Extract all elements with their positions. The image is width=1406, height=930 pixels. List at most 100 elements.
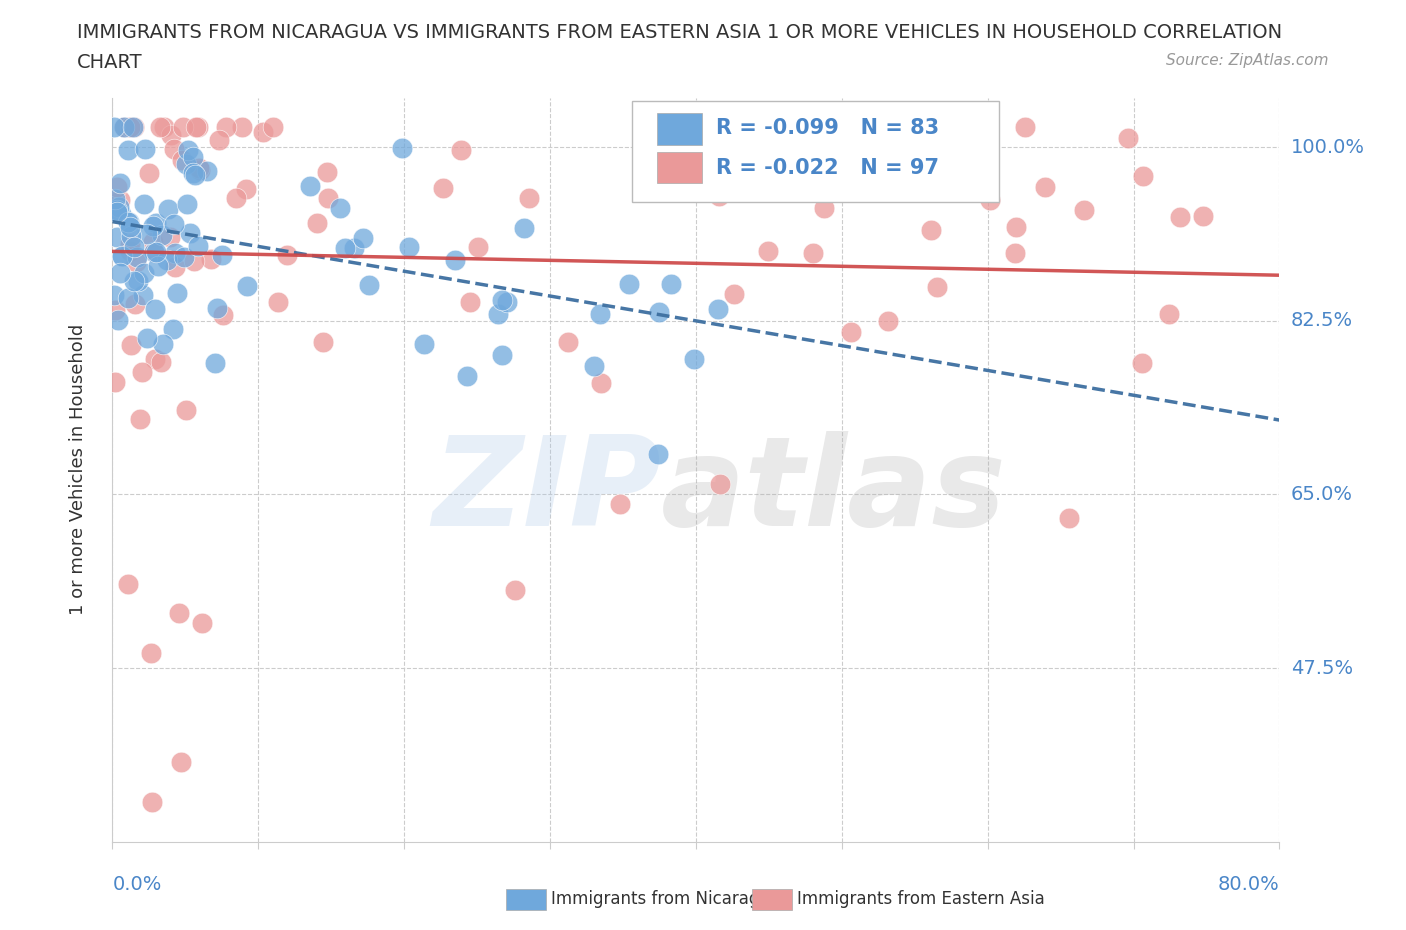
Point	[925, 279, 948, 294]
Text: IMMIGRANTS FROM NICARAGUA VS IMMIGRANTS FROM EASTERN ASIA 1 OR MORE VEHICLES IN : IMMIGRANTS FROM NICARAGUA VS IMMIGRANTS …	[77, 23, 1282, 42]
Point	[170, 755, 193, 770]
Point	[267, 295, 290, 310]
Text: 65.0%: 65.0%	[1291, 485, 1353, 504]
Text: Immigrants from Eastern Asia: Immigrants from Eastern Asia	[797, 890, 1045, 909]
Point	[458, 294, 481, 309]
Point	[153, 120, 176, 135]
Point	[177, 142, 200, 157]
Point	[163, 246, 186, 260]
Point	[796, 149, 818, 164]
Point	[1004, 246, 1026, 260]
Point	[785, 156, 807, 171]
Point	[491, 348, 513, 363]
Point	[166, 286, 188, 300]
Point	[398, 240, 420, 255]
Point	[120, 237, 142, 252]
Point	[312, 334, 335, 349]
Point	[205, 300, 228, 315]
Point	[450, 143, 472, 158]
Point	[195, 164, 218, 179]
Point	[131, 287, 153, 302]
Point	[134, 142, 156, 157]
Point	[149, 120, 172, 135]
Point	[467, 239, 489, 254]
Text: R = -0.099   N = 83: R = -0.099 N = 83	[716, 118, 939, 139]
Point	[167, 606, 190, 621]
Point	[617, 276, 640, 291]
Point	[683, 352, 706, 366]
Point	[343, 241, 366, 256]
Point	[118, 120, 141, 135]
Point	[120, 338, 142, 352]
Point	[162, 322, 184, 337]
Point	[118, 243, 141, 258]
Point	[877, 314, 900, 329]
Point	[187, 161, 209, 176]
Text: CHART: CHART	[77, 53, 143, 72]
Point	[132, 265, 155, 280]
Point	[135, 330, 157, 345]
Point	[104, 303, 127, 318]
Point	[707, 188, 730, 203]
Text: ZIP: ZIP	[432, 432, 661, 552]
Point	[827, 120, 849, 135]
Point	[870, 120, 893, 135]
Point	[132, 197, 155, 212]
Point	[1157, 307, 1180, 322]
Point	[188, 162, 211, 177]
Point	[149, 354, 172, 369]
Point	[105, 202, 128, 217]
Point	[105, 230, 128, 245]
Point	[118, 215, 141, 230]
Point	[316, 165, 339, 179]
Point	[120, 120, 142, 135]
Point	[495, 295, 517, 310]
Point	[920, 222, 942, 237]
Point	[183, 254, 205, 269]
Point	[756, 244, 779, 259]
Point	[1005, 219, 1028, 234]
Point	[139, 645, 162, 660]
FancyBboxPatch shape	[658, 113, 702, 144]
Point	[187, 238, 209, 253]
Point	[110, 206, 132, 221]
Point	[1033, 179, 1056, 194]
Point	[143, 245, 166, 259]
Point	[105, 179, 128, 194]
Point	[127, 249, 149, 264]
Point	[1118, 130, 1140, 145]
Point	[456, 368, 478, 383]
Point	[176, 402, 198, 417]
Point	[129, 412, 152, 427]
Point	[1014, 120, 1036, 135]
Point	[803, 246, 825, 260]
Point	[114, 120, 136, 135]
Point	[157, 201, 180, 216]
Point	[138, 166, 160, 180]
Point	[252, 125, 274, 140]
Point	[589, 376, 612, 391]
Point	[187, 120, 209, 135]
Point	[391, 141, 413, 156]
Point	[107, 312, 129, 327]
Y-axis label: 1 or more Vehicles in Household: 1 or more Vehicles in Household	[69, 324, 87, 616]
Point	[125, 255, 148, 270]
Point	[181, 166, 204, 180]
Point	[307, 215, 329, 230]
Point	[124, 297, 146, 312]
Point	[1191, 209, 1213, 224]
Point	[723, 286, 745, 301]
Point	[208, 133, 231, 148]
FancyBboxPatch shape	[631, 101, 1000, 202]
Point	[181, 150, 204, 165]
Point	[117, 291, 139, 306]
Point	[156, 253, 179, 268]
Point	[103, 287, 125, 302]
Point	[1132, 355, 1154, 370]
Point	[709, 477, 731, 492]
Point	[159, 128, 181, 143]
Point	[111, 249, 134, 264]
Point	[159, 230, 181, 245]
Point	[412, 337, 434, 352]
Text: Source: ZipAtlas.com: Source: ZipAtlas.com	[1166, 53, 1329, 68]
